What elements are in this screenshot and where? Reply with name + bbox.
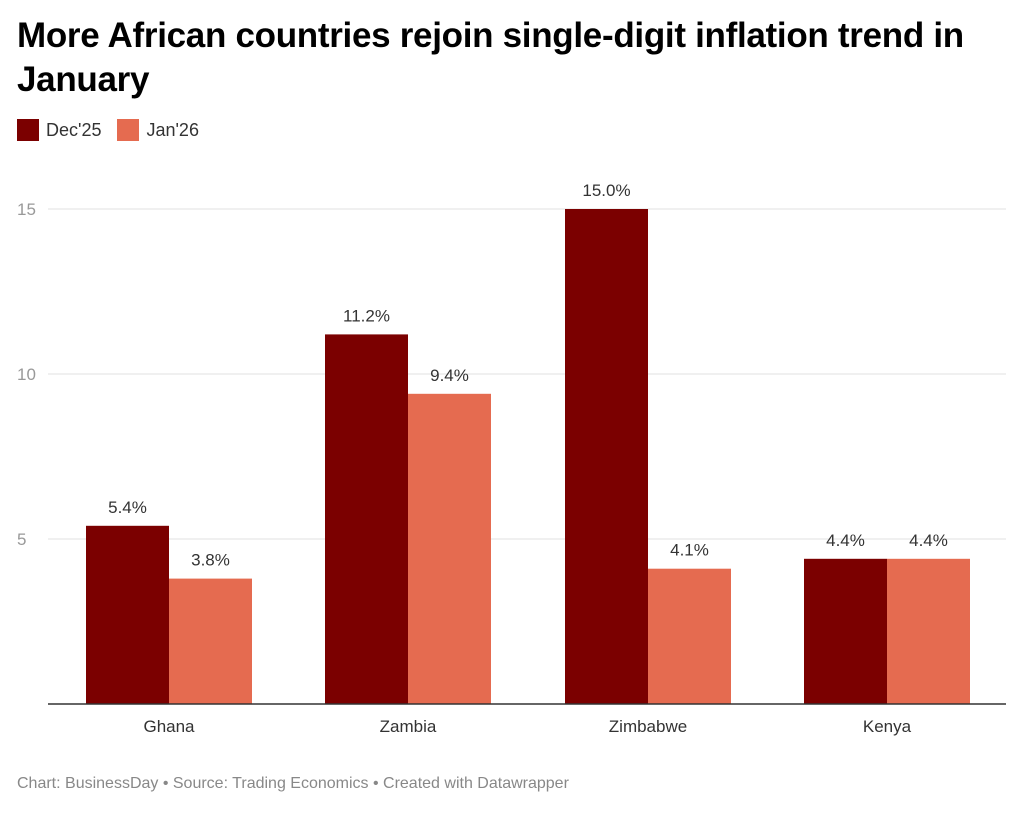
data-label: 3.8% <box>191 551 230 570</box>
legend: Dec'25 Jan'26 <box>17 119 215 141</box>
legend-item-dec: Dec'25 <box>17 119 101 141</box>
data-label: 4.1% <box>670 541 709 560</box>
bar <box>408 393 491 704</box>
bar <box>648 568 731 704</box>
data-label: 9.4% <box>430 366 469 385</box>
legend-label-jan: Jan'26 <box>146 119 199 140</box>
x-tick-label: Zimbabwe <box>609 717 687 736</box>
data-label: 5.4% <box>108 498 147 517</box>
legend-swatch-jan <box>117 119 140 141</box>
legend-label-dec: Dec'25 <box>46 119 102 140</box>
y-tick-label: 15 <box>17 200 36 219</box>
x-tick-label: Kenya <box>863 717 912 736</box>
legend-swatch-dec <box>17 119 39 141</box>
y-tick-label: 5 <box>17 530 26 549</box>
legend-item-jan: Jan'26 <box>117 119 199 141</box>
bar <box>804 558 887 704</box>
bar <box>169 578 252 704</box>
y-tick-label: 10 <box>17 365 36 384</box>
bar <box>565 209 648 704</box>
bar <box>325 334 408 704</box>
data-label: 4.4% <box>909 531 948 550</box>
x-tick-label: Zambia <box>380 717 437 736</box>
data-label: 15.0% <box>582 181 630 200</box>
data-label: 4.4% <box>826 531 865 550</box>
x-tick-label: Ghana <box>143 717 195 736</box>
bar <box>86 525 169 704</box>
data-label: 11.2% <box>343 306 390 325</box>
chart-title: More African countries rejoin single-dig… <box>17 16 964 99</box>
chart-footer: Chart: BusinessDay • Source: Trading Eco… <box>17 775 569 792</box>
bar <box>887 558 970 704</box>
